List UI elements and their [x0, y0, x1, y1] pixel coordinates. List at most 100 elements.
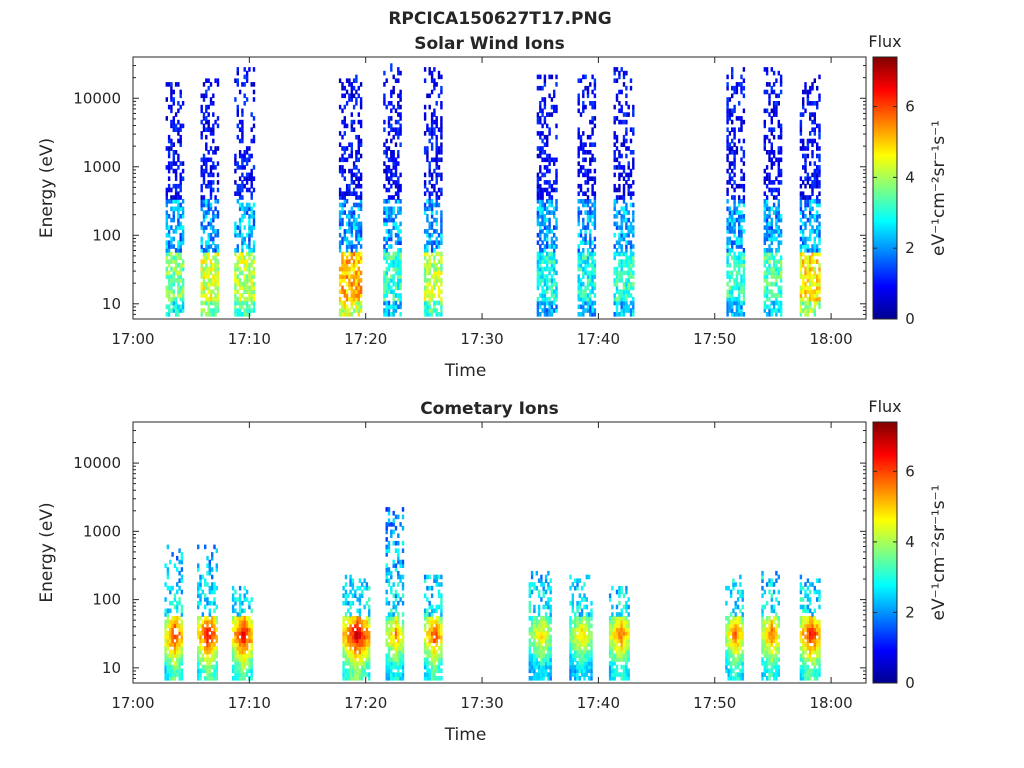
heatmap-cell: [341, 146, 344, 151]
heatmap-cell: [349, 634, 352, 640]
heatmap-cell: [731, 138, 734, 144]
heatmap-cell: [629, 274, 633, 279]
heatmap-cell: [206, 661, 209, 666]
heatmap-cell: [236, 649, 239, 655]
heatmap-cell: [738, 296, 741, 302]
heatmap-cell: [397, 187, 400, 193]
heatmap-cell: [342, 646, 345, 651]
heatmap-cell: [738, 263, 741, 268]
heatmap-cell: [576, 616, 579, 621]
heatmap-cell: [533, 653, 536, 659]
heatmap-cell: [385, 308, 388, 313]
heatmap-cell: [234, 274, 237, 279]
heatmap-cell: [615, 296, 619, 302]
heatmap-cell: [569, 668, 572, 674]
heatmap-cell: [358, 578, 362, 583]
heatmap-cell: [768, 187, 771, 193]
heatmap-cell: [733, 229, 736, 234]
heatmap-cell: [399, 653, 402, 659]
heatmap-cell: [632, 308, 635, 313]
heatmap-cell: [234, 672, 237, 677]
heatmap-cell: [209, 289, 213, 294]
heatmap-cell: [174, 225, 178, 230]
heatmap-cell: [202, 195, 206, 200]
heatmap-cell: [541, 150, 544, 155]
heatmap-cell: [740, 240, 743, 245]
heatmap-cell: [197, 544, 200, 550]
heatmap-cell: [245, 150, 249, 155]
heatmap-cell: [809, 217, 812, 223]
heatmap-cell: [172, 300, 175, 306]
heatmap-cell: [539, 116, 542, 121]
heatmap-cell: [550, 281, 554, 287]
heatmap-cell: [576, 623, 579, 629]
heatmap-cell: [571, 627, 574, 632]
heatmap-cell: [811, 187, 814, 193]
heatmap-cell: [365, 623, 369, 629]
heatmap-cell: [202, 259, 206, 264]
heatmap-cell: [207, 266, 210, 272]
heatmap-cell: [248, 255, 251, 261]
heatmap-cell: [777, 300, 780, 306]
heatmap-cell: [423, 657, 427, 662]
heatmap-cell: [576, 619, 579, 625]
heatmap-cell: [553, 308, 556, 313]
heatmap-cell: [180, 657, 184, 662]
heatmap-cell: [428, 191, 431, 196]
heatmap-cell: [593, 202, 597, 208]
heatmap-cell: [549, 642, 552, 647]
heatmap-cell: [629, 300, 633, 306]
heatmap-cell: [440, 266, 443, 272]
heatmap-cell: [577, 78, 580, 83]
heatmap-cell: [352, 210, 356, 215]
heatmap-cell: [613, 157, 616, 163]
heatmap-cell: [428, 304, 431, 310]
heatmap-cell: [777, 274, 780, 279]
heatmap-cell: [541, 240, 544, 245]
heatmap-cell: [355, 97, 358, 102]
heatmap-cell: [423, 616, 427, 621]
heatmap-cell: [804, 270, 807, 276]
heatmap-cell: [426, 93, 429, 99]
heatmap-cell: [613, 296, 616, 302]
heatmap-cell: [763, 176, 766, 181]
heatmap-cell: [426, 304, 429, 310]
heatmap-cell: [540, 661, 543, 666]
heatmap-cell: [430, 649, 434, 655]
heatmap-cell: [625, 70, 628, 76]
heatmap-cell: [615, 199, 619, 204]
heatmap-cell: [397, 199, 400, 204]
heatmap-cell: [615, 304, 619, 310]
heatmap-cell: [358, 634, 362, 640]
heatmap-cell: [544, 642, 548, 647]
heatmap-cell: [423, 116, 427, 121]
heatmap-cell: [728, 263, 732, 268]
heatmap-cell: [387, 206, 391, 212]
heatmap-cell: [351, 642, 355, 647]
heatmap-cell: [622, 217, 626, 223]
heatmap-cell: [423, 293, 427, 298]
heatmap-cell: [394, 221, 398, 227]
heatmap-cell: [618, 270, 621, 276]
heatmap-cell: [349, 619, 352, 625]
heatmap-cell: [622, 270, 626, 276]
heatmap-cell: [811, 101, 814, 106]
heatmap-cell: [399, 131, 402, 136]
heatmap-cell: [399, 274, 402, 279]
heatmap-cell: [591, 304, 594, 310]
heatmap-cell: [355, 221, 358, 227]
heatmap-cell: [236, 123, 239, 129]
heatmap-cell: [342, 616, 345, 621]
heatmap-cell: [352, 300, 356, 306]
heatmap-cell: [241, 649, 244, 655]
heatmap-cell: [435, 82, 438, 87]
heatmap-cell: [589, 274, 592, 279]
heatmap-cell: [733, 255, 736, 261]
heatmap-cell: [248, 616, 251, 621]
heatmap-cell: [543, 104, 547, 110]
heatmap-cell: [818, 270, 821, 276]
heatmap-cell: [437, 278, 441, 283]
heatmap-cell: [170, 300, 173, 306]
heatmap-cell: [352, 274, 356, 279]
heatmap-cell: [539, 263, 542, 268]
